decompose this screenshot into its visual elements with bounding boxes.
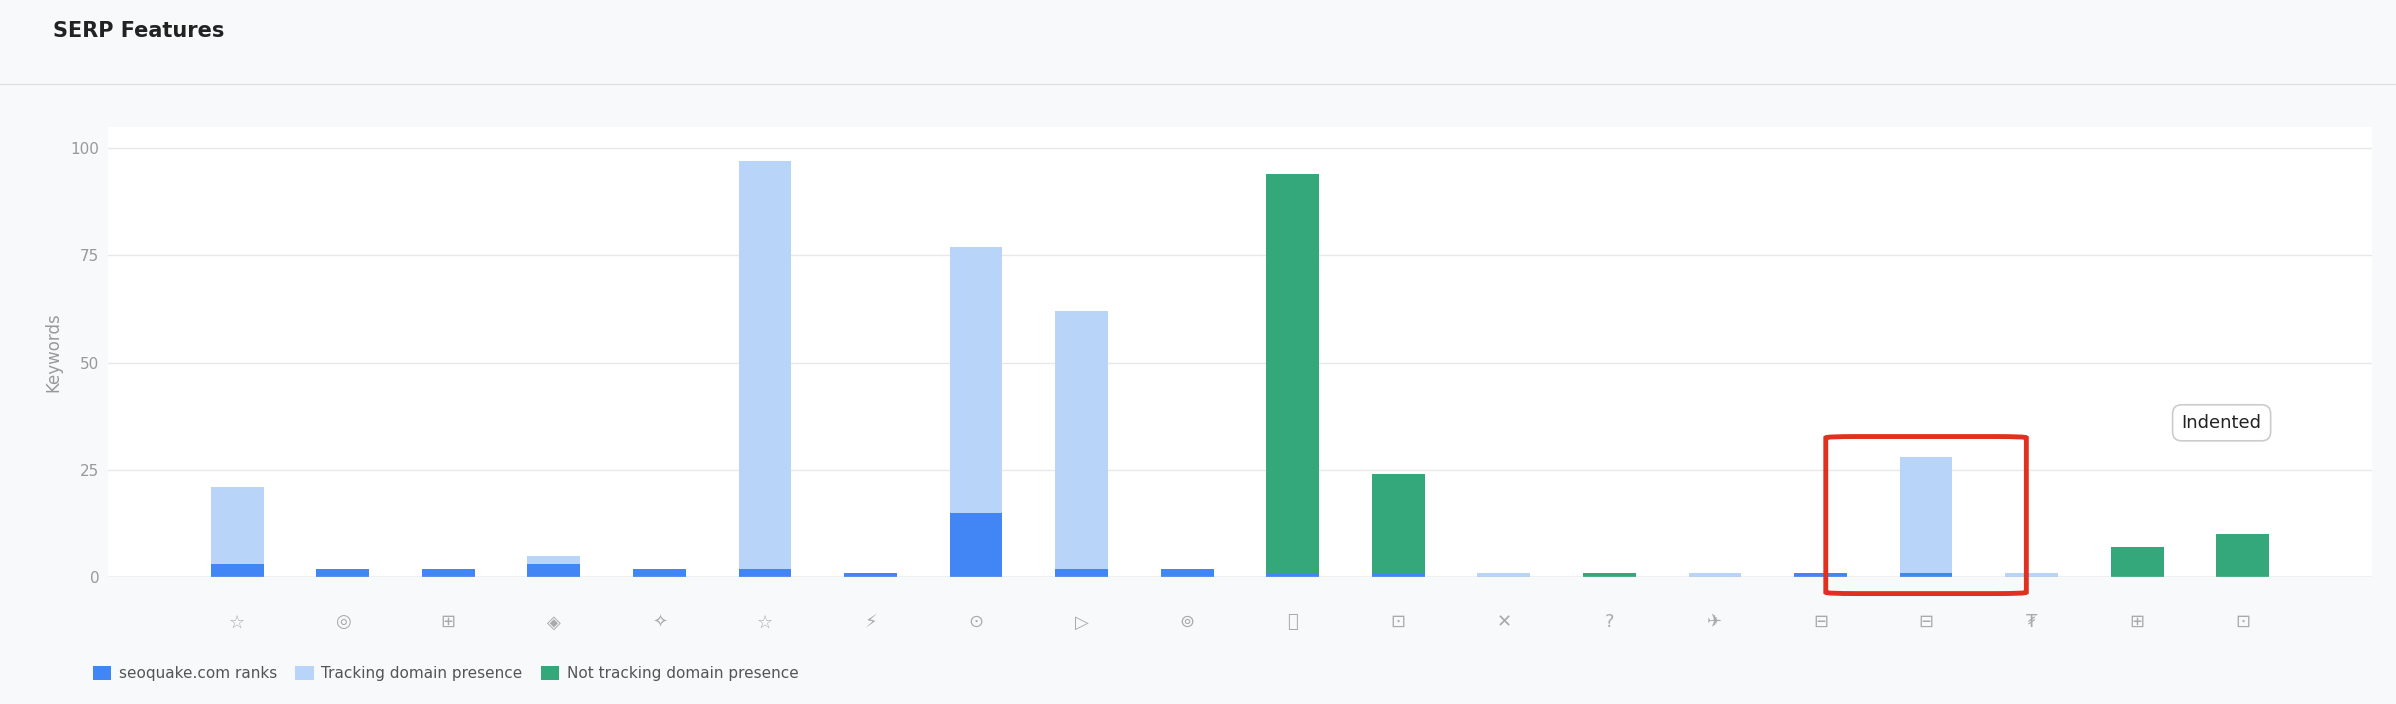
Bar (1373, 474, 1426, 577)
Bar (527, 565, 580, 577)
Bar (1267, 573, 1320, 577)
Bar (1267, 174, 1320, 577)
Text: Indented: Indented (2183, 414, 2262, 432)
Text: ⚡: ⚡ (865, 613, 877, 631)
Bar (1689, 573, 1742, 577)
Bar (1689, 573, 1742, 577)
Bar (2005, 573, 2058, 577)
Legend: seoquake.com ranks, Tracking domain presence, Not tracking domain presence: seoquake.com ranks, Tracking domain pres… (93, 666, 798, 681)
Bar (1900, 457, 1953, 577)
Bar (422, 569, 474, 577)
Bar (1795, 573, 1847, 577)
Bar (949, 513, 1002, 577)
Text: ⬜: ⬜ (1287, 613, 1299, 631)
Text: ⊚: ⊚ (1179, 613, 1196, 631)
Bar (1373, 573, 1426, 577)
Bar (843, 573, 896, 577)
Text: ⊡: ⊡ (1390, 613, 1406, 631)
Text: ?: ? (1605, 613, 1615, 631)
Text: SERP Features: SERP Features (53, 21, 225, 41)
Bar (2111, 547, 2164, 577)
Bar (1054, 311, 1107, 577)
Text: ◈: ◈ (546, 613, 561, 631)
Text: ⊞: ⊞ (2130, 613, 2144, 631)
Bar (1478, 573, 1531, 577)
Bar (211, 487, 264, 577)
Text: ✕: ✕ (1495, 613, 1512, 631)
Text: ✧: ✧ (652, 613, 666, 631)
Bar (1160, 569, 1212, 577)
Bar (1900, 573, 1953, 577)
Bar (211, 565, 264, 577)
Bar (527, 556, 580, 577)
Bar (949, 247, 1002, 577)
Bar (2216, 534, 2269, 577)
Bar (738, 569, 791, 577)
Text: ◎: ◎ (335, 613, 350, 631)
Text: ⊟: ⊟ (1919, 613, 1934, 631)
Bar (738, 161, 791, 577)
Bar (633, 569, 685, 577)
Y-axis label: Keywords: Keywords (43, 312, 62, 392)
Bar (1478, 573, 1531, 577)
Text: ☆: ☆ (757, 613, 774, 631)
Text: ✈: ✈ (1708, 613, 1723, 631)
Bar (1584, 573, 1636, 577)
Text: ▷: ▷ (1076, 613, 1088, 631)
Bar (1795, 573, 1847, 577)
Text: ₮: ₮ (2027, 613, 2037, 631)
Text: ☆: ☆ (230, 613, 244, 631)
Bar (1900, 573, 1953, 577)
Text: ⊞: ⊞ (441, 613, 455, 631)
Bar (1054, 569, 1107, 577)
Text: ⊟: ⊟ (1814, 613, 1828, 631)
Bar (316, 569, 369, 577)
Text: ⊡: ⊡ (2235, 613, 2250, 631)
Text: ⊙: ⊙ (968, 613, 985, 631)
